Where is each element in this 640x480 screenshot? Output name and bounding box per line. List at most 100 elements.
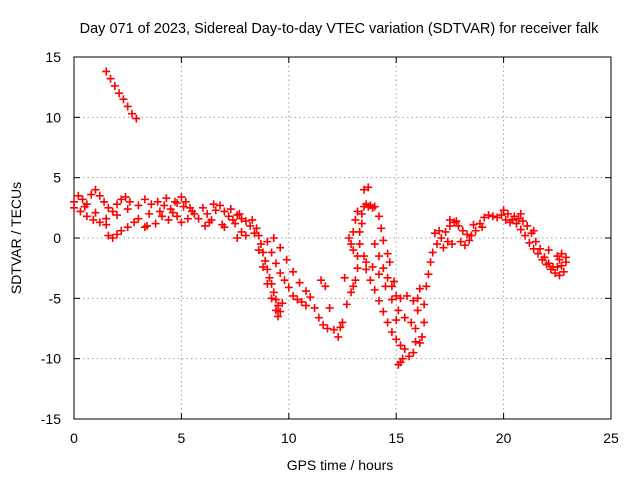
data-point: [497, 211, 506, 220]
data-point: [104, 231, 113, 240]
data-point: [422, 282, 431, 291]
data-point: [411, 324, 420, 333]
series-morning-cluster: [70, 185, 203, 242]
data-point: [271, 306, 280, 315]
data-point: [102, 67, 111, 76]
data-point: [559, 267, 568, 276]
data-point: [413, 306, 422, 315]
data-point: [246, 221, 255, 230]
data-point: [368, 262, 377, 271]
data-point: [353, 264, 362, 273]
data-point: [516, 225, 525, 234]
data-point: [231, 219, 240, 228]
data-point: [387, 295, 396, 304]
data-point: [347, 240, 356, 249]
data-point: [445, 215, 454, 224]
data-point: [465, 236, 474, 245]
x-tick-label: 20: [496, 430, 512, 446]
data-point: [347, 288, 356, 297]
data-point: [454, 221, 463, 230]
data-point: [209, 200, 218, 209]
data-point: [301, 287, 310, 296]
series-early-high-arc: [102, 67, 141, 123]
data-point: [82, 212, 91, 221]
data-point: [226, 205, 235, 214]
data-point: [151, 219, 160, 228]
y-tick-labels: -15 -10 -5 0 5 10 15: [41, 49, 61, 427]
data-point: [248, 215, 257, 224]
data-point: [555, 255, 564, 264]
data-point: [261, 256, 270, 265]
data-point: [205, 218, 214, 227]
data-point: [456, 237, 465, 246]
data-point: [306, 293, 315, 302]
data-point: [271, 295, 280, 304]
data-point: [140, 195, 149, 204]
series-night-recovery: [428, 211, 506, 257]
data-point: [95, 191, 104, 200]
data-point: [108, 207, 117, 216]
data-point: [469, 220, 478, 229]
data-point: [121, 192, 130, 201]
data-point: [123, 205, 132, 214]
data-point: [123, 223, 132, 232]
data-point: [340, 273, 349, 282]
data-point: [362, 258, 371, 267]
data-point: [411, 337, 420, 346]
chart-title: Day 071 of 2023, Sidereal Day-to-day VTE…: [80, 21, 599, 37]
grid-lines: [74, 57, 611, 419]
data-point: [344, 234, 353, 242]
data-point: [415, 284, 424, 293]
data-point: [102, 214, 111, 223]
data-point: [130, 218, 139, 227]
data-point: [241, 231, 250, 240]
data-point: [383, 318, 392, 327]
data-point: [173, 212, 182, 221]
data-point: [211, 206, 220, 215]
data-point: [168, 208, 177, 217]
data-point: [203, 209, 212, 218]
data-point: [181, 197, 190, 206]
series-evening-dip: [359, 212, 435, 369]
x-axis-label: GPS time / hours: [287, 457, 394, 473]
data-point: [375, 296, 384, 305]
data-point: [420, 300, 429, 309]
data-point: [370, 240, 379, 249]
data-point: [392, 291, 401, 300]
data-point: [265, 273, 274, 282]
data-point: [78, 195, 87, 204]
data-point: [276, 307, 285, 316]
data-point: [263, 279, 272, 288]
data-point: [435, 226, 444, 235]
data-point: [329, 325, 338, 334]
data-point: [276, 268, 285, 277]
data-point: [518, 217, 527, 226]
data-point: [282, 255, 291, 264]
data-point: [364, 183, 373, 192]
data-point: [252, 224, 261, 233]
data-point: [544, 259, 553, 268]
data-point: [254, 246, 263, 255]
y-tick-label: -15: [41, 411, 61, 427]
data-point: [106, 74, 115, 83]
plot-frame: [73, 56, 612, 420]
data-point: [237, 214, 246, 223]
data-point: [127, 109, 136, 118]
data-point: [488, 212, 497, 221]
data-point: [91, 208, 100, 217]
data-point: [503, 209, 512, 218]
data-point: [274, 312, 283, 321]
data-point: [293, 295, 302, 304]
data-point: [351, 276, 360, 285]
data-point: [160, 201, 169, 210]
data-point: [194, 214, 203, 223]
data-point: [426, 258, 435, 267]
data-point: [409, 296, 418, 305]
data-point: [561, 253, 570, 262]
data-point: [233, 234, 242, 242]
x-tick-label: 10: [281, 430, 297, 446]
data-point: [501, 215, 510, 224]
data-point: [362, 265, 371, 274]
data-point: [557, 261, 566, 270]
data-point: [484, 211, 493, 220]
